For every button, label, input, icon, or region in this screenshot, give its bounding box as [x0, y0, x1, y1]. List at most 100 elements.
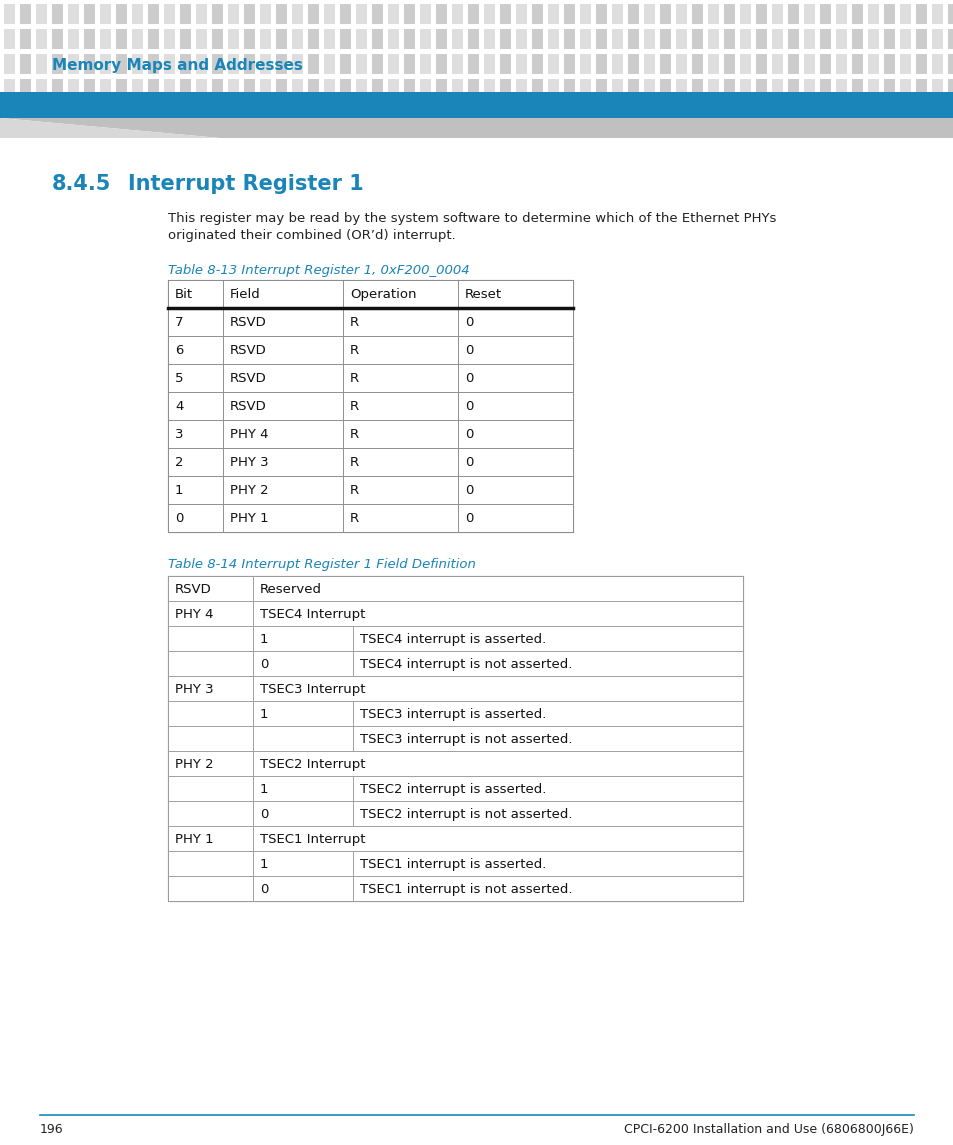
Text: 0: 0: [260, 883, 268, 897]
Text: RSVD: RSVD: [230, 316, 267, 329]
Bar: [343, 420, 457, 448]
Bar: [20, 79, 30, 98]
Bar: [244, 3, 254, 24]
Bar: [260, 3, 271, 24]
Bar: [457, 448, 573, 476]
Bar: [244, 54, 254, 74]
Bar: [596, 79, 606, 98]
Bar: [275, 79, 287, 98]
Bar: [820, 29, 830, 49]
Bar: [452, 3, 462, 24]
Bar: [388, 29, 398, 49]
Bar: [457, 281, 573, 308]
Text: TSEC3 interrupt is not asserted.: TSEC3 interrupt is not asserted.: [359, 733, 572, 747]
Bar: [343, 308, 457, 335]
Bar: [180, 54, 191, 74]
Bar: [691, 29, 702, 49]
Bar: [771, 79, 782, 98]
Bar: [132, 29, 143, 49]
Text: TSEC4 interrupt is not asserted.: TSEC4 interrupt is not asserted.: [359, 658, 572, 671]
Bar: [253, 851, 353, 876]
Bar: [116, 29, 127, 49]
Bar: [388, 3, 398, 24]
Bar: [292, 79, 303, 98]
Text: Table 8-13 Interrupt Register 1, 0xF200_0004: Table 8-13 Interrupt Register 1, 0xF200_…: [168, 264, 469, 277]
Bar: [835, 79, 846, 98]
Bar: [883, 54, 894, 74]
Bar: [579, 54, 590, 74]
Bar: [835, 54, 846, 74]
Bar: [899, 79, 910, 98]
Bar: [353, 802, 742, 826]
Text: PHY 3: PHY 3: [174, 684, 213, 696]
Bar: [20, 3, 30, 24]
Bar: [355, 79, 367, 98]
Bar: [851, 3, 862, 24]
Bar: [223, 448, 343, 476]
Bar: [339, 54, 351, 74]
Bar: [292, 3, 303, 24]
Bar: [899, 29, 910, 49]
Bar: [168, 576, 253, 601]
Bar: [532, 79, 542, 98]
Bar: [36, 29, 47, 49]
Bar: [483, 29, 495, 49]
Text: 2: 2: [174, 456, 183, 469]
Bar: [223, 504, 343, 532]
Bar: [260, 79, 271, 98]
Bar: [253, 601, 742, 626]
Bar: [132, 3, 143, 24]
Bar: [260, 54, 271, 74]
Bar: [372, 29, 382, 49]
Bar: [835, 3, 846, 24]
Bar: [643, 29, 655, 49]
Bar: [168, 476, 223, 504]
Bar: [195, 3, 207, 24]
Text: RSVD: RSVD: [230, 400, 267, 413]
Text: PHY 4: PHY 4: [230, 428, 268, 441]
Bar: [627, 29, 639, 49]
Bar: [851, 79, 862, 98]
Bar: [116, 54, 127, 74]
Bar: [483, 54, 495, 74]
Text: 8.4.5: 8.4.5: [52, 174, 112, 194]
Bar: [148, 54, 159, 74]
Text: RSVD: RSVD: [230, 372, 267, 385]
Bar: [324, 54, 335, 74]
Bar: [820, 54, 830, 74]
Bar: [707, 54, 719, 74]
Bar: [771, 29, 782, 49]
Bar: [343, 392, 457, 420]
Bar: [168, 308, 223, 335]
Bar: [579, 29, 590, 49]
Bar: [516, 29, 526, 49]
Bar: [740, 3, 750, 24]
Bar: [253, 826, 742, 851]
Bar: [100, 79, 111, 98]
Bar: [372, 3, 382, 24]
Bar: [164, 79, 174, 98]
Bar: [308, 79, 318, 98]
Bar: [436, 79, 447, 98]
Bar: [168, 364, 223, 392]
Bar: [253, 676, 742, 701]
Bar: [36, 54, 47, 74]
Bar: [419, 79, 431, 98]
Text: R: R: [350, 400, 358, 413]
Bar: [343, 335, 457, 364]
Bar: [116, 79, 127, 98]
Bar: [803, 3, 814, 24]
Bar: [691, 3, 702, 24]
Bar: [132, 79, 143, 98]
Text: Field: Field: [230, 289, 260, 301]
Bar: [223, 335, 343, 364]
Bar: [100, 3, 111, 24]
Bar: [308, 29, 318, 49]
Bar: [343, 504, 457, 532]
Bar: [596, 29, 606, 49]
Bar: [228, 79, 239, 98]
Text: R: R: [350, 484, 358, 497]
Text: TSEC3 interrupt is asserted.: TSEC3 interrupt is asserted.: [359, 708, 546, 721]
Bar: [659, 54, 670, 74]
Text: CPCI-6200 Installation and Use (6806800J66E): CPCI-6200 Installation and Use (6806800J…: [623, 1123, 913, 1136]
